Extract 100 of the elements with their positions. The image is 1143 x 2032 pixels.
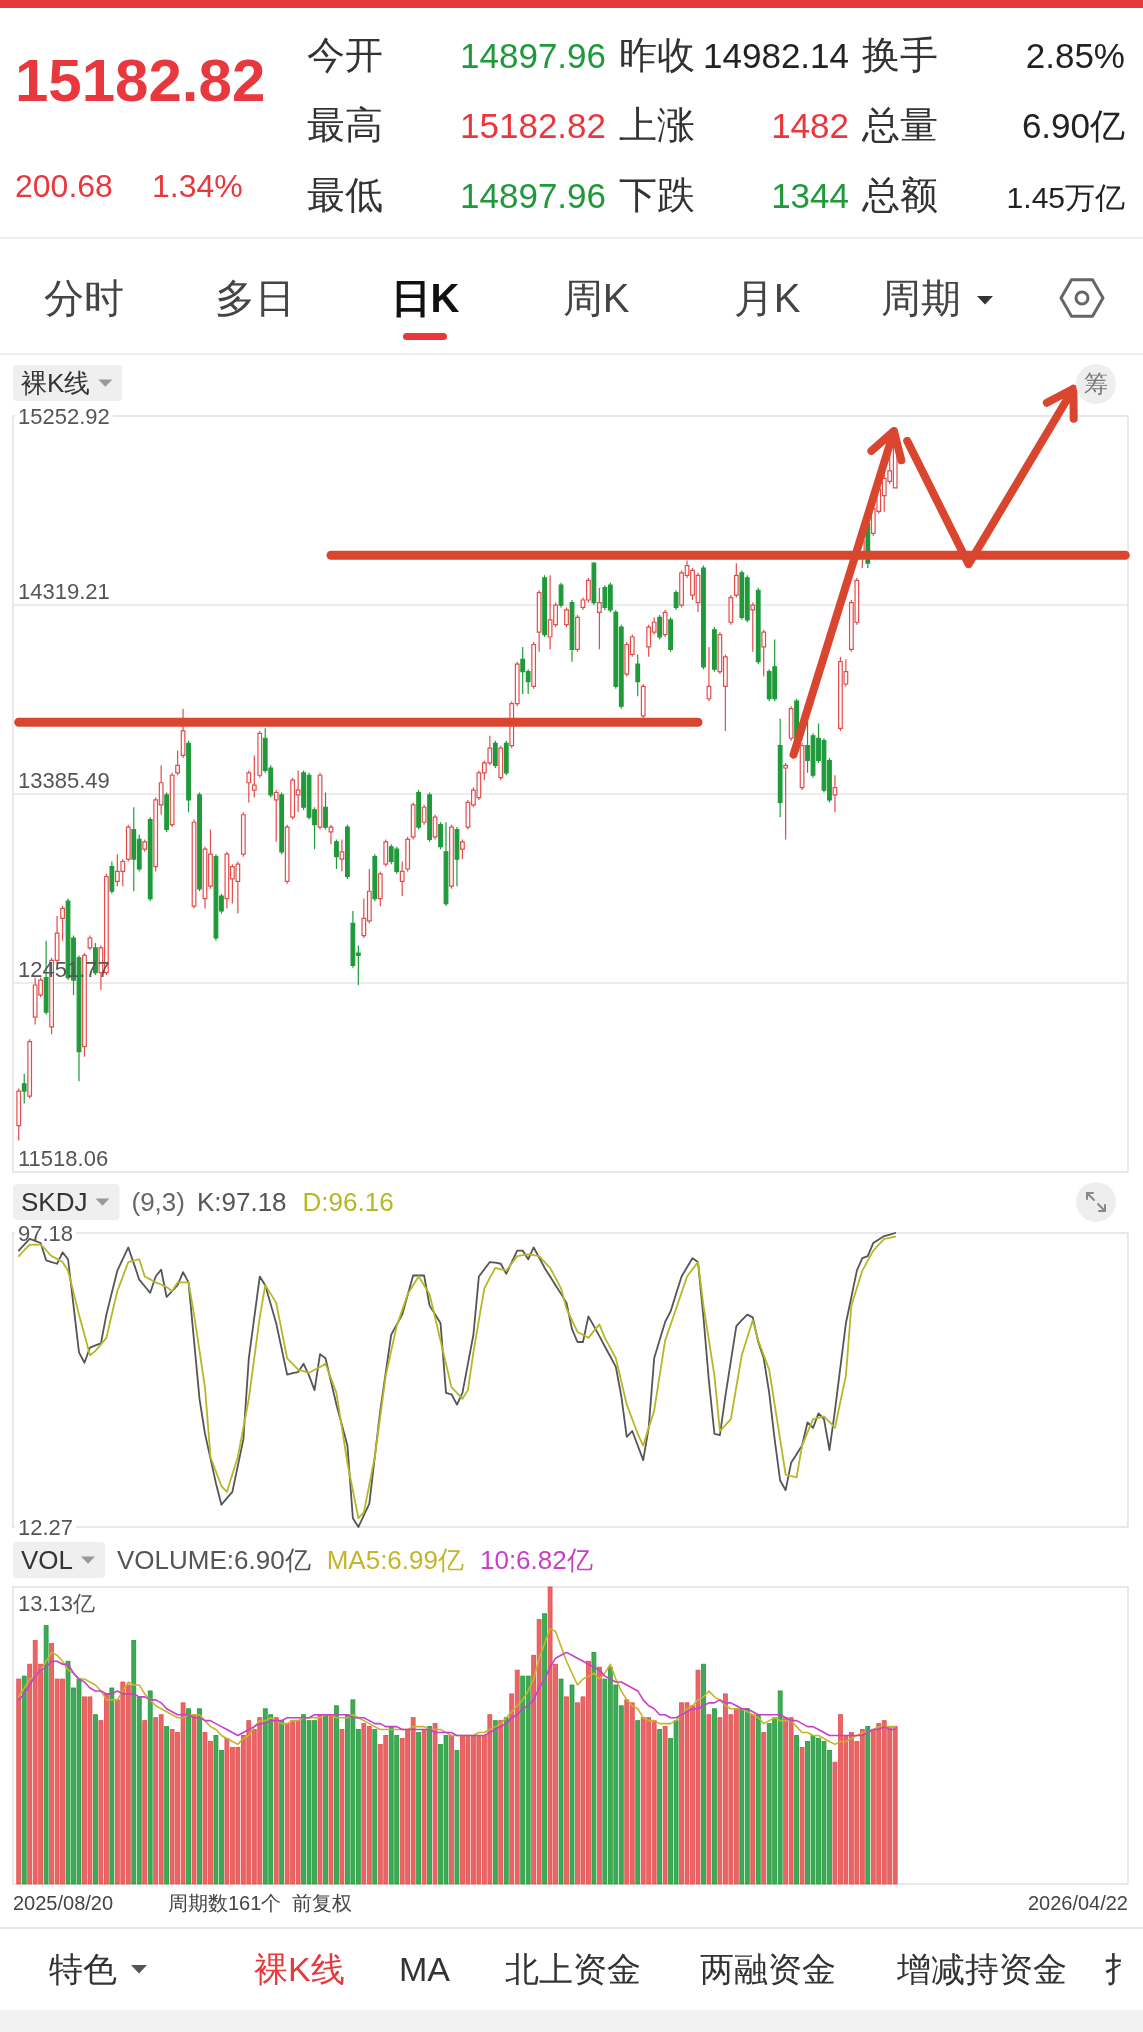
text: 周期 [881, 276, 961, 320]
text: D:96.16 [302, 1187, 394, 1217]
bar [317, 1714, 323, 1885]
text: 1.45万亿 [1006, 181, 1125, 214]
bar [273, 1717, 279, 1885]
bar [21, 1675, 27, 1885]
bar [328, 1714, 334, 1885]
bar [794, 1735, 799, 1885]
bar [164, 1726, 170, 1885]
bar [43, 1625, 49, 1885]
bar [416, 1732, 421, 1885]
text: 15182.82 [15, 47, 266, 114]
text: 扌 [1104, 1950, 1138, 1988]
bar [564, 1696, 569, 1885]
bar [542, 1613, 547, 1885]
bar [701, 1663, 706, 1885]
bar [432, 1723, 438, 1885]
bar [372, 1729, 378, 1885]
text: 最高 [307, 104, 383, 146]
text: 今开 [307, 34, 383, 76]
text: 筹 [1084, 370, 1108, 397]
bar [279, 1720, 285, 1885]
text: 1482 [771, 106, 849, 145]
text: 2.85% [1025, 36, 1125, 75]
text: 昨收 [619, 34, 695, 76]
bar [799, 1746, 805, 1885]
text: 北上资金 [505, 1950, 641, 1988]
annotation: 13.13亿 [18, 1591, 96, 1616]
text: 裸K线 [254, 1950, 345, 1988]
bar [109, 1687, 115, 1885]
bar [865, 1726, 871, 1885]
bar [755, 1714, 761, 1885]
bar [558, 1678, 564, 1885]
text: 日K [390, 276, 460, 320]
y-tick-label: 11518.06 [18, 1146, 109, 1171]
bar [657, 1729, 663, 1885]
text: 14982.14 [703, 36, 849, 75]
bar [186, 1708, 191, 1885]
bar [597, 1666, 602, 1885]
text: 周K [562, 276, 630, 320]
bar [569, 1684, 575, 1885]
text: 周期数161个 [168, 1892, 282, 1914]
text: 14897.96 [460, 36, 606, 75]
text: 2026/04/22 [1027, 1892, 1128, 1914]
text: 1344 [771, 176, 849, 215]
bar [197, 1708, 202, 1885]
text: MA5:6.99亿 [326, 1545, 464, 1575]
text: 总量 [861, 104, 938, 146]
bar [449, 1735, 454, 1885]
bar [712, 1708, 717, 1885]
text: VOLUME:6.90亿 [117, 1545, 311, 1575]
text: 6.90亿 [1021, 106, 1125, 145]
text: 分时 [44, 276, 124, 320]
chart-subtitle: (9,3) [131, 1187, 185, 1217]
bar [503, 1717, 509, 1885]
text: 多日 [215, 276, 295, 320]
bar [635, 1720, 641, 1885]
text: 10:6.82亿 [479, 1545, 593, 1575]
text: 2025/08/20 [13, 1892, 114, 1914]
bar [147, 1690, 153, 1885]
text: 增减持资金 [896, 1950, 1067, 1988]
text: K:97.18 [196, 1187, 287, 1217]
y-tick-label: 13385.49 [18, 768, 110, 793]
bar [750, 1714, 756, 1885]
bar [761, 1732, 767, 1885]
bar [662, 1726, 668, 1885]
y-tick-label: 14319.21 [18, 579, 110, 604]
bar [498, 1720, 504, 1885]
text: 换手 [862, 34, 938, 76]
text: 特色 [49, 1950, 117, 1988]
bar [93, 1714, 98, 1885]
text: 200.68 [15, 168, 113, 204]
text: 1.34% [152, 168, 243, 204]
bar [454, 1749, 460, 1885]
text: 总额 [861, 174, 938, 216]
bar [421, 1729, 427, 1885]
text: 15182.82 [460, 106, 606, 145]
bar [492, 1720, 498, 1885]
bar [339, 1729, 345, 1885]
chart-title: SKDJ [21, 1187, 88, 1217]
bar [706, 1714, 712, 1885]
y-tick-label: 15252.92 [18, 403, 110, 429]
bar [323, 1714, 328, 1885]
text: 两融资金 [700, 1950, 836, 1988]
bar [334, 1705, 339, 1885]
bar [191, 1714, 197, 1885]
text: 月K [733, 276, 801, 320]
y-tick-label: 12.27 [18, 1514, 74, 1540]
bar [142, 1720, 148, 1885]
y-tick-label: 97.18 [18, 1220, 74, 1246]
text: MA [399, 1950, 451, 1988]
chart-title: VOL [21, 1545, 74, 1575]
text: 14897.96 [460, 176, 606, 215]
bar [427, 1726, 432, 1885]
text: 下跌 [619, 174, 695, 216]
text: 最低 [307, 174, 383, 216]
text: 上涨 [619, 104, 695, 146]
chart-title: 裸K线 [21, 368, 91, 398]
bar [16, 1678, 22, 1885]
bar [591, 1651, 597, 1885]
